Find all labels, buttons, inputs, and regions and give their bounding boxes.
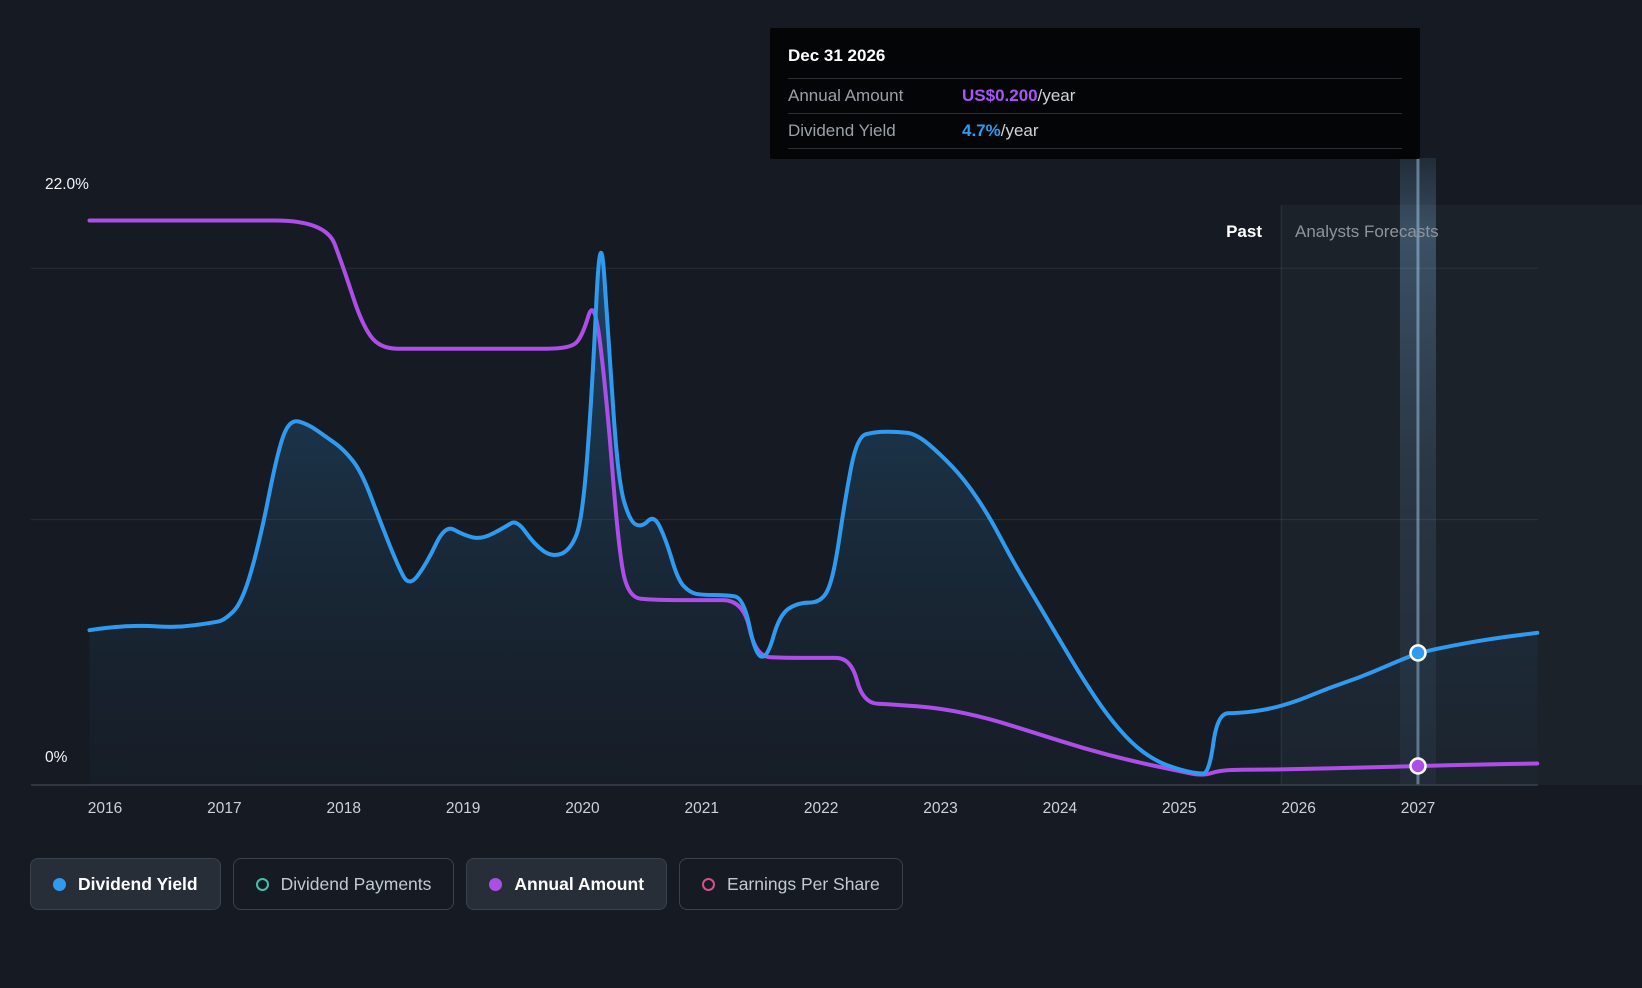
legend-dividend-yield[interactable]: Dividend Yield [30, 858, 221, 910]
x-tick-label: 2026 [1281, 800, 1316, 817]
legend-dividend-payments[interactable]: Dividend Payments [232, 858, 455, 910]
tooltip-value: US$0.200/year [962, 86, 1076, 105]
earnings-per-share-swatch-icon [702, 877, 716, 891]
legend-label: Annual Amount [514, 873, 645, 894]
x-tick-label: 2016 [87, 800, 123, 817]
legend-label: Dividend Payments [280, 873, 432, 894]
annual-amount-swatch-icon [489, 877, 503, 891]
legend-earnings-per-share[interactable]: Earnings Per Share [679, 858, 903, 910]
tooltip-date: Dec 31 2026 [788, 46, 886, 65]
dividend-yield-line [87, 251, 1540, 776]
hover-line [1416, 158, 1420, 785]
x-tick-label: 2020 [565, 800, 600, 817]
forecast-region-label: Analysts Forecasts [1295, 222, 1439, 241]
chart-tooltip: Dec 31 2026 Annual Amount US$0.200/year … [770, 28, 1420, 159]
x-tick-label: 2025 [1161, 800, 1197, 817]
tooltip-value: 4.7%/year [962, 121, 1039, 140]
x-tick-label: 2019 [445, 800, 481, 817]
x-tick-label: 2017 [207, 800, 242, 817]
tooltip-row-annual-amount: Annual Amount US$0.200/year [788, 78, 1402, 113]
y-axis-max-label: 22.0% [45, 176, 89, 193]
dividend-payments-swatch-icon [255, 877, 269, 891]
dividend-yield-swatch-icon [53, 877, 66, 891]
annual-amount-marker [1409, 757, 1427, 775]
legend-label: Dividend Yield [78, 873, 198, 894]
dividend-yield-marker [1409, 644, 1427, 662]
forecast-divider [1280, 205, 1283, 785]
legend-annual-amount[interactable]: Annual Amount [466, 858, 668, 910]
x-tick-label: 2022 [803, 800, 839, 817]
x-tick-label: 2027 [1400, 800, 1436, 817]
dividend-yield-area [89, 252, 1538, 785]
x-tick-label: 2023 [923, 800, 958, 817]
x-tick-label: 2018 [326, 800, 361, 817]
tooltip-row-dividend-yield: Dividend Yield 4.7%/year [788, 113, 1402, 149]
x-tick-label: 2021 [684, 800, 720, 817]
x-axis: 2016 2017 2018 2019 2020 2021 2022 2023 2024 2025… [0, 800, 1642, 824]
legend: Dividend Yield Dividend Payments Annual … [30, 858, 903, 910]
y-axis-min-label: 0% [45, 749, 68, 766]
legend-label: Earnings Per Share [727, 873, 880, 894]
x-tick-label: 2024 [1042, 800, 1078, 817]
tooltip-label: Annual Amount [788, 86, 904, 105]
past-region-label: Past [1226, 222, 1262, 241]
tooltip-label: Dividend Yield [788, 121, 896, 140]
